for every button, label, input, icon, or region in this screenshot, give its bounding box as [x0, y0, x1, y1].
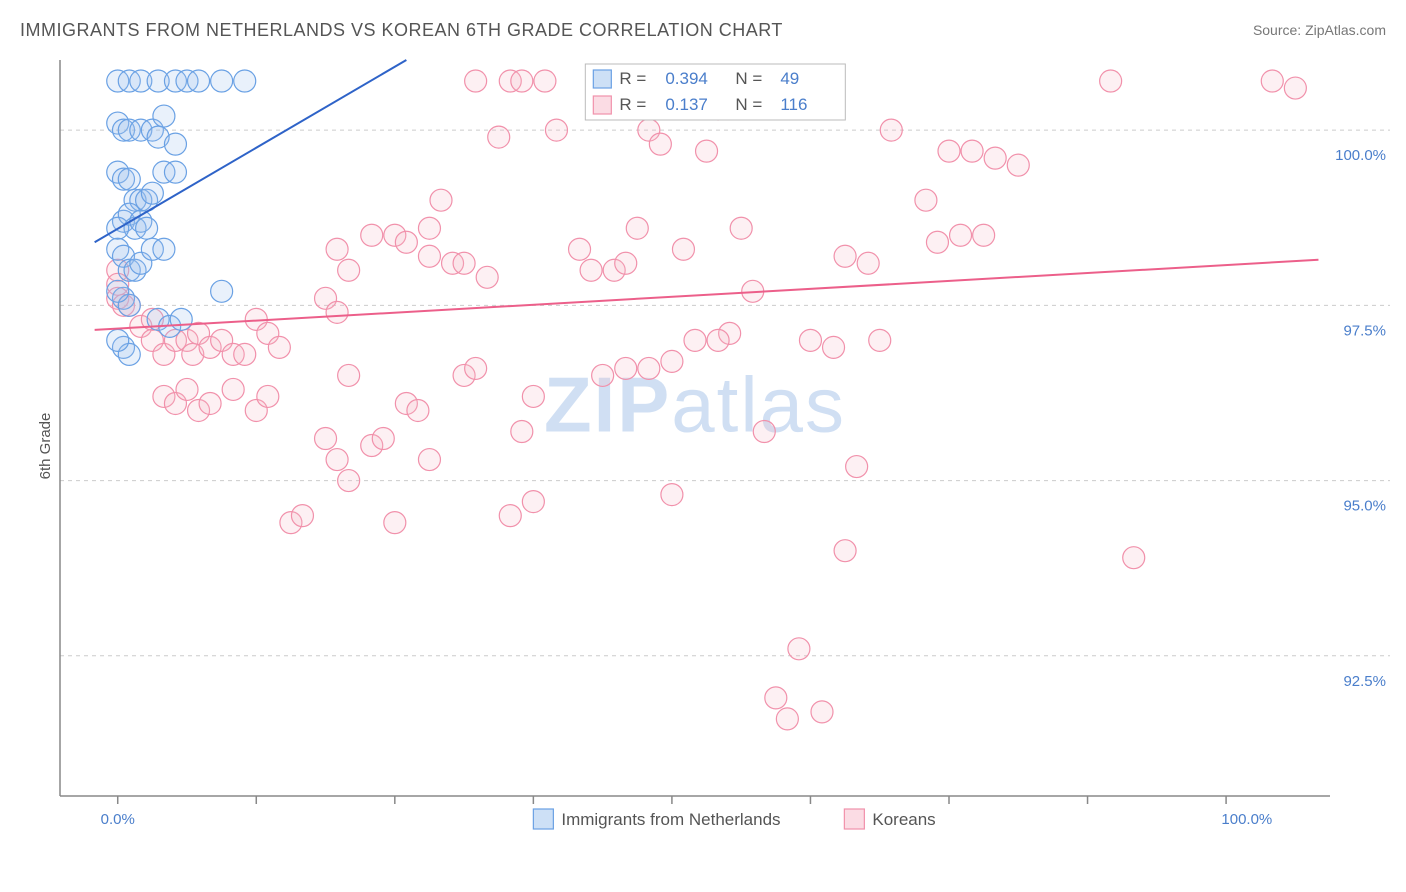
source-attribution: Source: ZipAtlas.com [1253, 22, 1386, 38]
source-label: Source: [1253, 22, 1301, 38]
svg-text:0.394: 0.394 [665, 69, 708, 88]
svg-text:100.0%: 100.0% [1335, 147, 1386, 164]
svg-text:92.5%: 92.5% [1343, 673, 1386, 690]
svg-text:95.0%: 95.0% [1343, 498, 1386, 515]
svg-text:Immigrants from Netherlands: Immigrants from Netherlands [561, 810, 780, 829]
svg-text:0.137: 0.137 [665, 95, 708, 114]
scatter-plot: 92.5% 95.0% 97.5% 100.0% 0.0% 100.0% ZIPatlas R… [50, 56, 1390, 836]
svg-text:R =: R = [619, 95, 646, 114]
svg-text:R =: R = [619, 69, 646, 88]
svg-text:ZIPatlas: ZIPatlas [544, 361, 846, 449]
svg-text:Koreans: Koreans [872, 810, 935, 829]
svg-text:N =: N = [735, 69, 762, 88]
chart-title: IMMIGRANTS FROM NETHERLANDS VS KOREAN 6T… [20, 20, 783, 41]
svg-text:0.0%: 0.0% [101, 811, 135, 828]
svg-text:116: 116 [780, 95, 807, 114]
svg-text:N =: N = [735, 95, 762, 114]
svg-text:97.5%: 97.5% [1343, 322, 1386, 339]
svg-text:100.0%: 100.0% [1221, 811, 1272, 828]
chart-container: 92.5% 95.0% 97.5% 100.0% 0.0% 100.0% ZIPatlas R… [50, 56, 1390, 836]
source-name: ZipAtlas.com [1305, 22, 1386, 38]
svg-text:49: 49 [780, 69, 799, 88]
